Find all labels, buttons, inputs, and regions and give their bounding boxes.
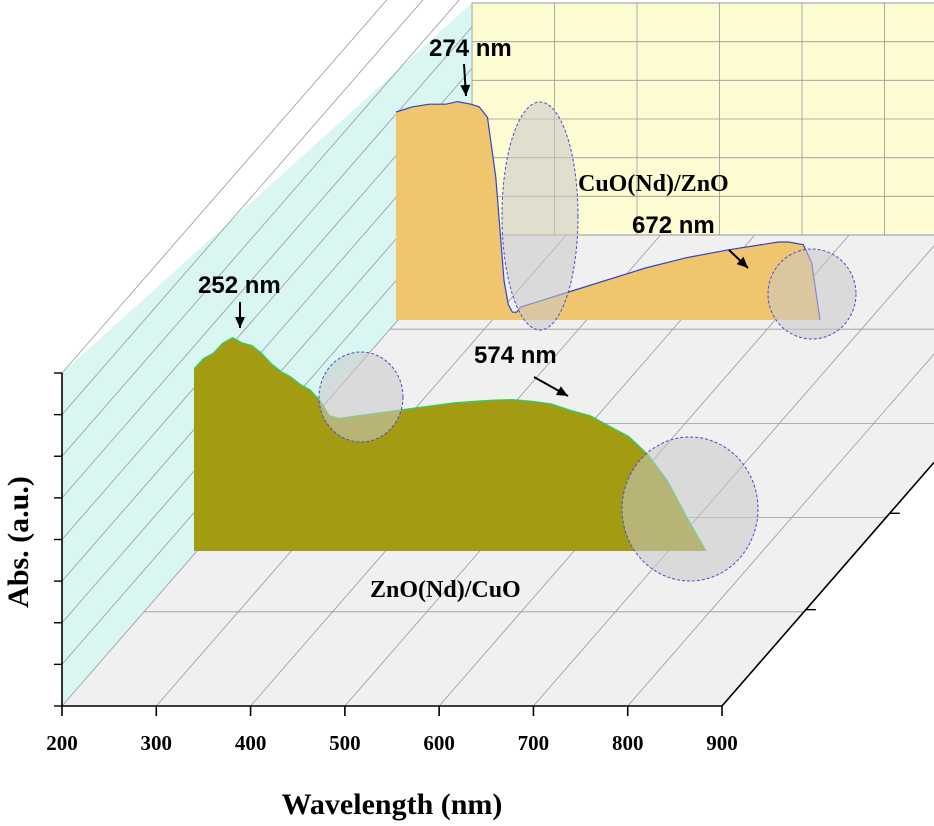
x-tick-label: 700 [518,731,550,755]
annotation-252nm: 252 nm [198,272,281,299]
x-tick-label: 800 [612,731,644,755]
highlight-circle [621,436,759,582]
series-label-zno-nd-cuo: ZnO(Nd)/CuO [370,577,521,603]
floor-grid-depth-line [627,353,934,707]
annotation-274nm: 274 nm [429,35,512,62]
x-tick-label: 500 [329,731,361,755]
axis-ticks [54,372,934,716]
arrow-574nm-head [555,386,568,396]
left-wall-grid-line [61,0,460,457]
left-wall-grid-line [61,0,424,415]
y-axis-title: Abs. (a.u.) [2,476,35,608]
left-wall-grid-line [61,26,473,499]
x-tick-labels: 200 300 400 500 600 700 800 900 [46,731,738,755]
highlight-circle [501,101,579,331]
annotation-672nm: 672 nm [632,212,715,239]
x-tick-label: 300 [141,731,173,755]
arrow-252nm-head [235,317,245,328]
x-tick-label: 900 [706,731,738,755]
series-label-cuo-nd-zno: CuO(Nd)/ZnO [578,171,729,197]
series-area-back [396,101,820,320]
series-area-front [194,337,706,551]
left-wall-grid-line [61,0,388,374]
x-tick-label: 200 [46,731,78,755]
highlight-circles [318,101,857,582]
x-axis-title: Wavelength (nm) [282,788,503,821]
x-tick-label: 600 [423,731,455,755]
arrow-274nm-head [460,84,471,96]
x-tick-label: 400 [235,731,267,755]
series-cuo-nd-zno [395,100,821,321]
highlight-circle [318,351,404,443]
annotation-arrows [235,63,749,397]
depth-axis-line [721,461,934,707]
highlight-circle [767,248,857,340]
left-wall-plane [62,3,472,706]
arrow-672nm-head [736,256,748,268]
annotation-574nm: 574 nm [474,342,557,369]
series-edge-back [395,100,821,321]
